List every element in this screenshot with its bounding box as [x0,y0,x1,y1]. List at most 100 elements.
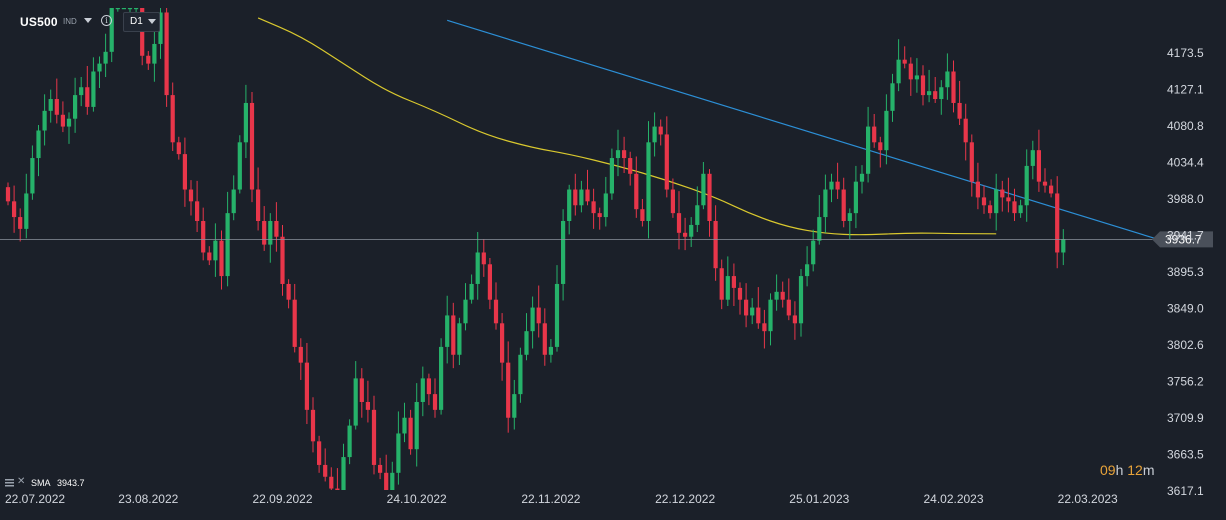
candle [609,148,614,200]
candle-body [1042,181,1048,186]
candle [329,467,334,490]
candle [591,188,596,229]
candle [115,8,120,12]
indicator-settings-icon[interactable] [5,478,14,487]
candle [1042,168,1048,193]
candle-body [85,87,90,107]
info-icon[interactable]: i [101,15,112,26]
x-tick-label: 22.11.2022 [521,492,580,506]
y-axis[interactable]: 4173.5 4127.1 4080.8 4034.4 3988.0 3941.7 3895… [1167,46,1204,498]
candle [774,274,779,311]
candle-body [152,43,157,64]
candle [457,317,462,366]
candle-body [933,91,938,100]
candle [1055,176,1060,269]
candle-body [201,221,206,253]
y-tick-label: 3663.5 [1167,447,1204,461]
candle [780,281,785,308]
candle [579,180,584,213]
x-tick-label: 22.07.2022 [5,492,65,506]
candle [646,121,651,239]
close-icon[interactable]: ✕ [17,476,26,487]
candle [713,205,718,281]
candle [463,283,468,331]
candle-body [896,59,901,84]
candle [158,8,163,59]
candle-body [1024,165,1029,206]
candle-body [615,150,621,159]
candle [823,174,828,233]
candle-body [542,323,547,355]
candle [994,173,999,231]
candle-body [231,189,236,214]
candle-body [762,323,767,332]
candle-body [768,299,773,332]
candle [274,202,279,252]
candle [481,239,486,277]
y-tick-label: 4034.4 [1167,155,1204,169]
candle-body [457,323,462,355]
timeframe-selector[interactable]: D1 [123,12,160,32]
candle-body [268,221,273,245]
chevron-down-icon[interactable] [148,19,156,24]
candle [615,129,621,177]
candle [737,282,743,315]
candle-body [243,102,248,143]
candle [750,298,755,325]
candle-body [54,99,59,115]
candle-body [805,264,810,277]
candle [24,173,29,239]
candle-body [744,299,749,316]
candle-body [359,378,364,402]
trendline[interactable] [447,19,1159,240]
candle-body [73,95,78,119]
candle [85,65,90,115]
candle [603,176,608,227]
candle [585,169,590,206]
candle-body [920,75,926,96]
candle-body [756,307,761,324]
candle-body [603,193,608,218]
candle [805,246,810,287]
y-tick-label: 4080.8 [1167,119,1204,133]
candle [493,282,499,330]
candle [12,185,17,233]
candle [914,58,919,93]
candle [353,361,358,430]
candle-body [658,126,663,135]
candle [170,82,175,151]
candle [36,125,41,177]
trendline-layer[interactable] [447,19,1159,240]
candle-body [902,59,907,64]
candle [567,184,572,235]
candle [1024,149,1029,222]
candle-body [1006,197,1011,202]
symbol-label[interactable]: US500 [20,15,58,29]
candle [237,135,242,194]
candle [213,223,218,277]
candle [310,397,316,453]
chevron-down-icon[interactable] [84,18,92,23]
candle-body [994,189,999,214]
y-tick-label: 3802.6 [1167,338,1204,352]
candle-body [914,75,919,80]
x-axis[interactable]: 22.07.2022 23.08.2022 22.09.2022 24.10.2022… [5,492,1118,506]
candle-body [115,8,120,10]
candle-body [512,394,517,418]
candle [30,145,35,200]
candle-body [646,142,651,222]
candle [371,395,377,475]
candle-body [414,401,419,450]
candle [378,457,383,480]
candle-body [609,158,614,194]
candle-body [731,276,736,288]
candle-body [170,95,175,143]
candle [469,274,474,304]
candle-body [207,252,212,261]
x-tick-label: 22.03.2023 [1058,492,1118,506]
candle-body [384,472,389,490]
candle [390,461,395,490]
candle-body [79,87,84,96]
